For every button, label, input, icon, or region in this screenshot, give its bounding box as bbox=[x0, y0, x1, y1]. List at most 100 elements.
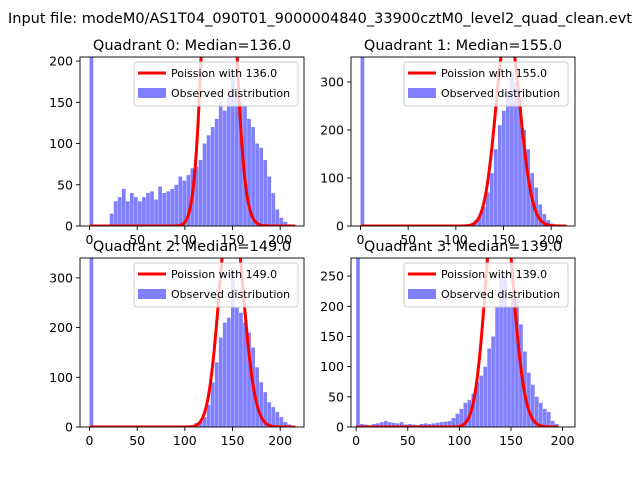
x-tick-label: 0 bbox=[86, 232, 94, 247]
histogram-bar bbox=[162, 193, 167, 226]
quadrant-3-panel: Quadrant 3: Median=139.0 0 50 100 150 200 0 50… bbox=[320, 239, 576, 448]
histogram-bar bbox=[239, 102, 243, 226]
histogram-bar bbox=[210, 127, 215, 226]
histogram-bar bbox=[142, 197, 146, 226]
histogram-bar bbox=[514, 81, 518, 226]
x-tick-label: 200 bbox=[268, 433, 292, 448]
histogram-bar bbox=[267, 176, 272, 226]
histogram-bar bbox=[435, 422, 440, 427]
quadrant-1-axes: 0 50 100 150 200 0 100 200 300 bbox=[320, 56, 576, 247]
quadrant-1-title: Quadrant 1: Median=155.0 bbox=[364, 38, 562, 54]
legend-frame bbox=[403, 262, 569, 308]
histogram-bar bbox=[538, 402, 543, 427]
quadrant-2-poisson bbox=[88, 258, 296, 427]
legend-frame bbox=[133, 262, 299, 308]
x-tick-label: 50 bbox=[129, 433, 145, 448]
histogram-bar bbox=[271, 407, 276, 427]
histogram-bar bbox=[235, 94, 239, 226]
x-tick-label: 50 bbox=[129, 232, 145, 247]
histogram-bar bbox=[182, 180, 187, 226]
histogram-bar bbox=[89, 57, 94, 226]
histogram-bar bbox=[259, 147, 264, 226]
histogram-bar bbox=[247, 332, 251, 427]
histogram-bar bbox=[267, 402, 272, 427]
histogram-bar bbox=[443, 421, 448, 427]
histogram-bar bbox=[186, 174, 191, 226]
y-tick-label: 100 bbox=[320, 359, 344, 374]
y-tick-label: 200 bbox=[320, 122, 344, 137]
x-tick-label: 100 bbox=[173, 433, 197, 448]
quadrant-0-poisson bbox=[88, 57, 296, 226]
legend-poisson-label: Poission with 149.0 bbox=[171, 268, 277, 281]
histogram-bar bbox=[489, 173, 494, 226]
histogram-bar bbox=[275, 209, 280, 226]
axes-frame bbox=[350, 56, 576, 227]
axes-frame bbox=[79, 56, 305, 227]
histogram-bar bbox=[113, 201, 118, 226]
legend-poisson-label: Poission with 136.0 bbox=[171, 67, 277, 80]
y-tick-label: 250 bbox=[320, 269, 344, 284]
histogram-bar bbox=[226, 317, 231, 427]
histogram-bar bbox=[235, 307, 239, 427]
histogram-bar bbox=[395, 423, 400, 427]
y-tick-label: 0 bbox=[65, 219, 73, 234]
histogram-bar bbox=[463, 402, 468, 427]
histogram-bar bbox=[218, 102, 223, 226]
histogram-bar bbox=[206, 135, 211, 226]
quadrant-3-title: Quadrant 3: Median=139.0 bbox=[364, 239, 562, 255]
y-tick-label: 0 bbox=[336, 219, 344, 234]
legend-poisson-label: Poission with 139.0 bbox=[441, 268, 547, 281]
histogram-bar bbox=[423, 423, 428, 427]
histogram-bar bbox=[550, 420, 555, 427]
histogram-bar bbox=[154, 199, 158, 226]
histogram-bar bbox=[387, 422, 392, 427]
histogram-bar bbox=[222, 322, 227, 427]
histogram-bar bbox=[391, 422, 396, 427]
histogram-bar bbox=[483, 366, 488, 427]
quadrant-2-title: Quadrant 2: Median=149.0 bbox=[93, 239, 291, 255]
histogram-bar bbox=[497, 125, 502, 226]
y-tick-label: 50 bbox=[57, 177, 73, 192]
histogram-bar bbox=[526, 149, 530, 226]
histogram-bar bbox=[503, 273, 507, 427]
y-tick-label: 0 bbox=[336, 420, 344, 435]
histogram-bar bbox=[230, 267, 235, 427]
quadrant-1-panel: Quadrant 1: Median=155.0 0 50 100 150 200 0 10… bbox=[320, 38, 576, 247]
histogram-bar bbox=[198, 422, 203, 427]
quadrant-2-legend: Poission with 149.0 Observed distributio… bbox=[133, 262, 299, 308]
histogram-bar bbox=[202, 143, 207, 226]
histogram-bar bbox=[475, 381, 480, 427]
histogram-bar bbox=[531, 384, 535, 427]
histogram-bar bbox=[419, 423, 424, 427]
histogram-bar bbox=[451, 417, 456, 427]
histogram-bar bbox=[501, 110, 506, 226]
histogram-bar bbox=[506, 91, 510, 226]
x-tick-label: 0 bbox=[86, 433, 94, 448]
quadrant-0-bars bbox=[89, 57, 296, 226]
legend-observed-label: Observed distribution bbox=[441, 288, 560, 301]
histogram-bar bbox=[166, 191, 171, 226]
histogram-bar bbox=[202, 417, 207, 427]
histogram-bar bbox=[487, 348, 491, 427]
histogram-bar bbox=[239, 312, 243, 427]
x-tick-label: 150 bbox=[492, 232, 516, 247]
x-tick-label: 50 bbox=[400, 232, 416, 247]
histogram-bar bbox=[459, 408, 464, 427]
histogram-bar bbox=[279, 217, 284, 226]
y-tick-label: 100 bbox=[320, 170, 344, 185]
x-tick-label: 50 bbox=[400, 433, 416, 448]
histogram-bar bbox=[372, 423, 376, 427]
x-tick-label: 200 bbox=[268, 232, 292, 247]
legend-frame bbox=[403, 61, 569, 107]
histogram-bar bbox=[518, 101, 522, 226]
histogram-bar bbox=[125, 201, 130, 226]
histogram-bar bbox=[481, 206, 486, 226]
histogram-bar bbox=[383, 420, 388, 427]
x-tick-label: 150 bbox=[221, 433, 245, 448]
quadrant-3-axes: 0 50 100 150 200 0 50 100 150 200 250 bbox=[320, 257, 576, 448]
histogram-bar bbox=[170, 188, 175, 226]
histogram-bar bbox=[259, 382, 264, 427]
histogram-bar bbox=[447, 420, 452, 427]
histogram-bar bbox=[495, 306, 499, 427]
legend-observed-swatch bbox=[138, 289, 166, 299]
